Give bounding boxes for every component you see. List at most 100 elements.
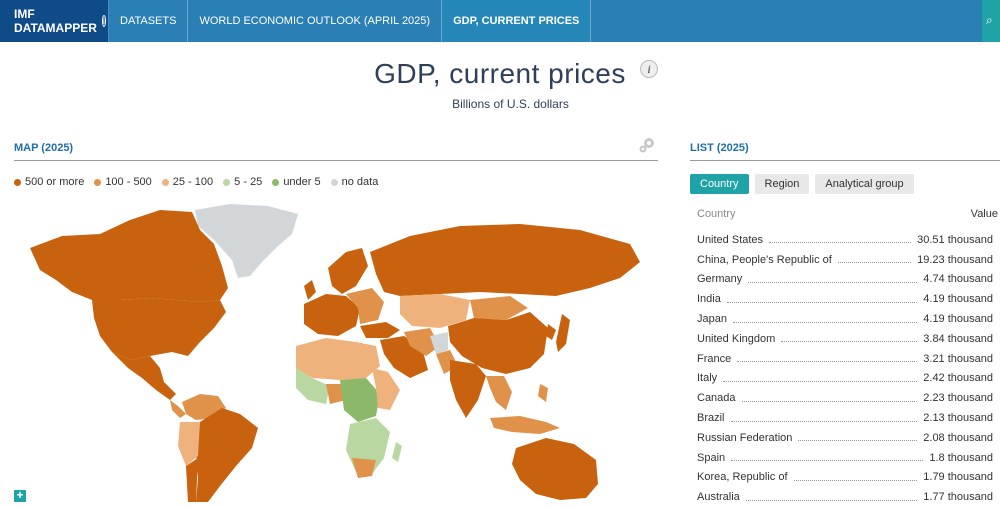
- map-section-label: MAP (2025): [14, 142, 74, 154]
- map-region-nigeria: [326, 384, 346, 404]
- legend-item[interactable]: 100 - 500: [94, 176, 152, 188]
- legend-label: 100 - 500: [105, 176, 152, 188]
- breadcrumb-datasets[interactable]: DATASETS: [109, 0, 189, 42]
- legend-item[interactable]: 5 - 25: [223, 176, 262, 188]
- column-header-country[interactable]: Country: [697, 208, 736, 220]
- map-region-iran: [404, 328, 440, 356]
- country-name: Spain: [697, 451, 726, 464]
- list-item[interactable]: Spain 1.8 thousand: [697, 448, 993, 468]
- list-item[interactable]: Japan 4.19 thousand: [697, 309, 993, 329]
- dotted-leader: [798, 440, 918, 442]
- list-item[interactable]: France 3.21 thousand: [697, 349, 993, 369]
- country-name: United States: [697, 233, 764, 246]
- dotted-leader: [769, 242, 912, 244]
- list-item[interactable]: United Kingdom 3.84 thousand: [697, 329, 993, 349]
- list-column-headers: Country Value: [697, 208, 998, 220]
- info-icon[interactable]: i: [101, 15, 106, 27]
- dotted-leader: [745, 499, 918, 501]
- list-item[interactable]: India 4.19 thousand: [697, 289, 993, 309]
- legend-item[interactable]: no data: [330, 176, 379, 188]
- country-value: 19.23 thousand: [917, 253, 993, 266]
- map-region-usa: [92, 298, 226, 360]
- legend-item[interactable]: 500 or more: [14, 176, 84, 188]
- world-map[interactable]: [0, 196, 660, 502]
- dotted-leader: [730, 420, 918, 422]
- map-region-china: [448, 312, 548, 374]
- list-section-header: LIST (2025): [690, 138, 1000, 161]
- map-region-uk: [304, 280, 316, 300]
- dotted-leader: [732, 321, 918, 323]
- column-header-value[interactable]: Value: [970, 208, 998, 220]
- legend-item[interactable]: 25 - 100: [161, 176, 214, 188]
- country-value: 1.77 thousand: [923, 491, 993, 504]
- country-name: China, People's Republic of: [697, 253, 832, 266]
- country-name: Australia: [697, 491, 740, 504]
- indicator-info-icon[interactable]: i: [640, 60, 658, 78]
- tab-country[interactable]: Country: [690, 174, 749, 194]
- list-item[interactable]: United States 30.51 thousand: [697, 230, 993, 250]
- legend-label: 500 or more: [25, 176, 85, 188]
- map-region-western-europe: [304, 294, 360, 336]
- map-region-north-africa: [296, 338, 380, 380]
- tab-region[interactable]: Region: [754, 174, 810, 194]
- list-item[interactable]: Brazil 2.13 thousand: [697, 408, 993, 428]
- brand-link[interactable]: IMF DATAMAPPER i: [0, 0, 109, 42]
- zoom-in-button[interactable]: +: [14, 489, 26, 502]
- map-region-central-africa: [340, 378, 380, 422]
- country-value: 4.19 thousand: [923, 293, 993, 306]
- top-nav-bar: IMF DATAMAPPER i DATASETS WORLD ECONOMIC…: [0, 0, 1000, 42]
- dotted-leader: [748, 281, 918, 283]
- country-name: Italy: [697, 372, 718, 385]
- country-list: United States 30.51 thousand China, Peopl…: [697, 230, 993, 507]
- legend-dot-4: [272, 178, 280, 186]
- map-region-greenland: [195, 204, 298, 278]
- map-region-turkey: [360, 322, 400, 338]
- country-name: Russian Federation: [697, 431, 793, 444]
- country-name: Korea, Republic of: [697, 471, 788, 484]
- breadcrumb-indicator[interactable]: GDP, CURRENT PRICES: [442, 0, 592, 42]
- list-item[interactable]: Canada 2.23 thousand: [697, 388, 993, 408]
- map-region-canada: [30, 210, 228, 302]
- legend-label: no data: [341, 176, 379, 188]
- map-region-southeast-asia: [486, 376, 512, 410]
- list-item[interactable]: Australia 1.77 thousand: [697, 487, 993, 507]
- list-item[interactable]: Russian Federation 2.08 thousand: [697, 428, 993, 448]
- country-value: 1.79 thousand: [923, 471, 993, 484]
- breadcrumb-weo[interactable]: WORLD ECONOMIC OUTLOOK (APRIL 2025): [188, 0, 443, 42]
- map-region-brazil: [196, 408, 258, 502]
- legend-dot-2: [161, 178, 169, 186]
- country-value: 4.19 thousand: [923, 313, 993, 326]
- country-value: 2.13 thousand: [923, 412, 993, 425]
- country-value: 2.23 thousand: [923, 392, 993, 405]
- map-region-india: [450, 360, 486, 418]
- list-item[interactable]: Korea, Republic of 1.79 thousand: [697, 468, 993, 488]
- dotted-leader: [793, 479, 918, 481]
- list-item[interactable]: China, People's Republic of 19.23 thousan…: [697, 250, 993, 270]
- country-value: 2.42 thousand: [923, 372, 993, 385]
- map-region-central-america: [170, 400, 186, 418]
- tab-analytical-group[interactable]: Analytical group: [815, 174, 914, 194]
- gear-icon[interactable]: [638, 136, 656, 154]
- map-region-japan: [556, 314, 570, 352]
- dotted-leader: [781, 341, 918, 343]
- map-region-argentina: [186, 458, 198, 502]
- country-value: 1.8 thousand: [929, 451, 993, 464]
- search-icon: ⌕: [986, 13, 993, 27]
- page-title: GDP, current prices: [374, 58, 626, 89]
- legend-dot-0: [14, 178, 21, 186]
- country-value: 2.08 thousand: [923, 431, 993, 444]
- country-name: United Kingdom: [697, 332, 776, 345]
- legend-dot-3: [223, 178, 231, 186]
- list-item[interactable]: Italy 2.42 thousand: [697, 369, 993, 389]
- country-value: 3.84 thousand: [923, 332, 993, 345]
- legend-label: 25 - 100: [172, 176, 214, 188]
- page-subtitle: Billions of U.S. dollars: [452, 97, 569, 111]
- list-item[interactable]: Germany 4.74 thousand: [697, 270, 993, 290]
- legend-dot-5: [330, 178, 338, 186]
- dotted-leader: [726, 301, 918, 303]
- map-region-philippines: [538, 384, 548, 402]
- dotted-leader: [737, 361, 918, 363]
- search-button[interactable]: ⌕: [982, 0, 1000, 42]
- legend-item[interactable]: under 5: [272, 176, 321, 188]
- list-tabs: Country Region Analytical group: [690, 174, 920, 194]
